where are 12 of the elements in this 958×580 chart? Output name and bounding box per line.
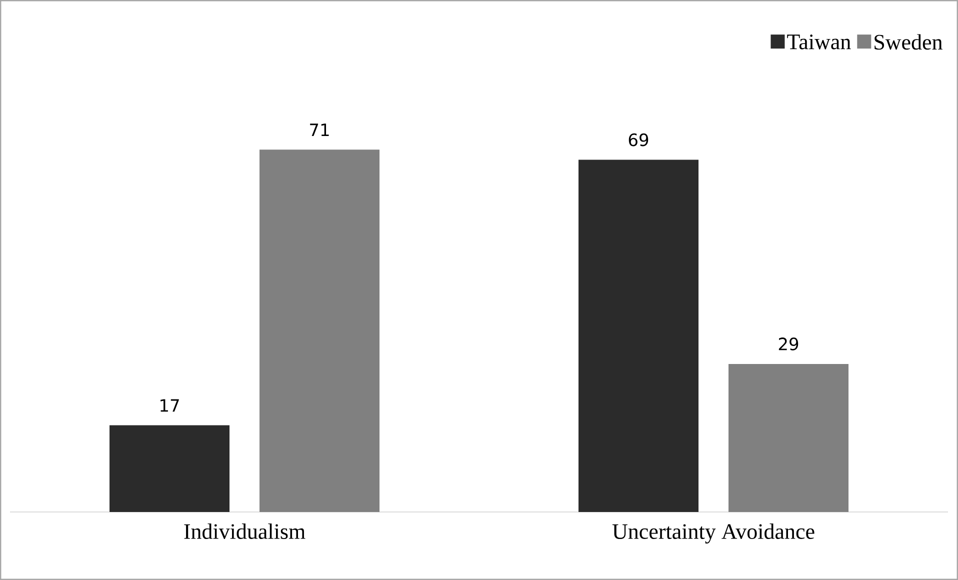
- data-label: 17: [160, 399, 179, 412]
- x-tick-label: Individualism: [184, 524, 306, 540]
- data-label: 29: [778, 338, 798, 350]
- bar: [260, 150, 380, 512]
- legend-label: Sweden: [874, 34, 942, 50]
- data-label: 71: [310, 124, 329, 136]
- data-label: 69: [628, 133, 648, 146]
- bar: [110, 425, 230, 512]
- bar: [728, 364, 848, 512]
- bar: [578, 160, 699, 512]
- x-tick-label: Uncertainty Avoidance: [612, 524, 814, 544]
- legend-label: Taiwan: [787, 34, 851, 50]
